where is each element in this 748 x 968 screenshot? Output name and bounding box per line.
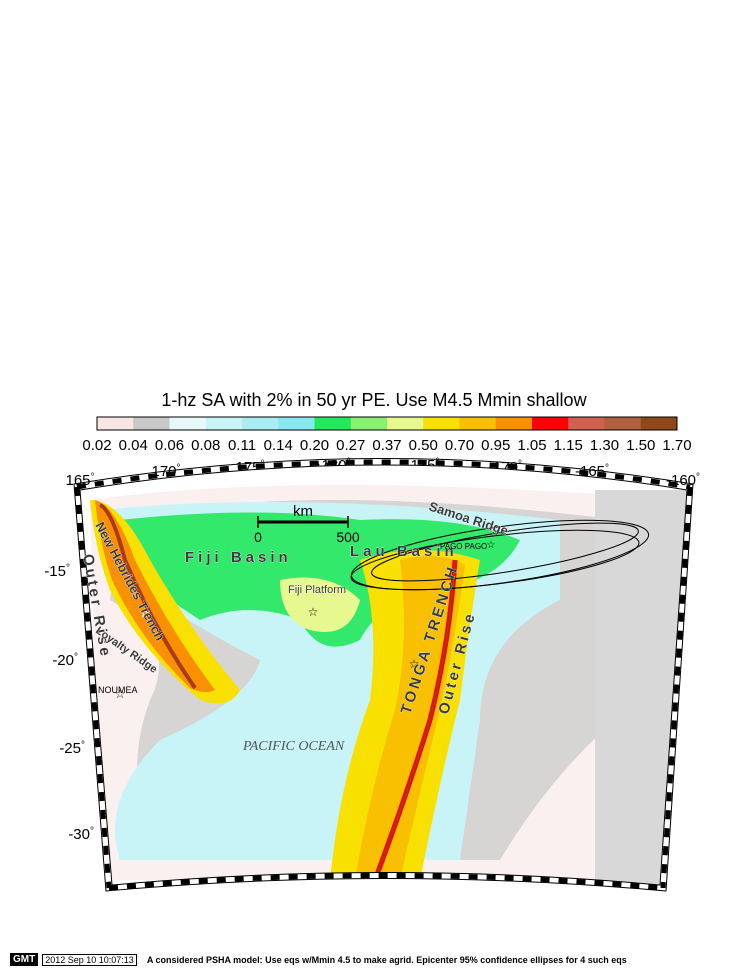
label-fiji-basin: Fiji Basin xyxy=(185,549,292,566)
figure-caption: A considered PSHA model: Use eqs w/Mmin … xyxy=(147,955,627,965)
gmt-logo: GMT xyxy=(10,953,38,966)
svg-text:☆: ☆ xyxy=(308,605,319,619)
svg-text:☆: ☆ xyxy=(487,540,496,551)
footer: GMT 2012 Sep 10 10:07:13 A considered PS… xyxy=(10,953,627,966)
label-fiji-platform: Fiji Platform xyxy=(288,584,346,596)
gmt-timestamp: 2012 Sep 10 10:07:13 xyxy=(42,954,137,966)
scale-bar-start: 0 xyxy=(254,529,262,545)
scale-bar-unit: km xyxy=(293,503,313,520)
scale-bar-end: 500 xyxy=(336,529,360,545)
label-pacific-ocean: PACIFIC OCEAN xyxy=(242,739,345,754)
label-noumea: NOUMEA xyxy=(98,685,138,695)
label-pago-pago: PAGO PAGO xyxy=(440,542,487,551)
